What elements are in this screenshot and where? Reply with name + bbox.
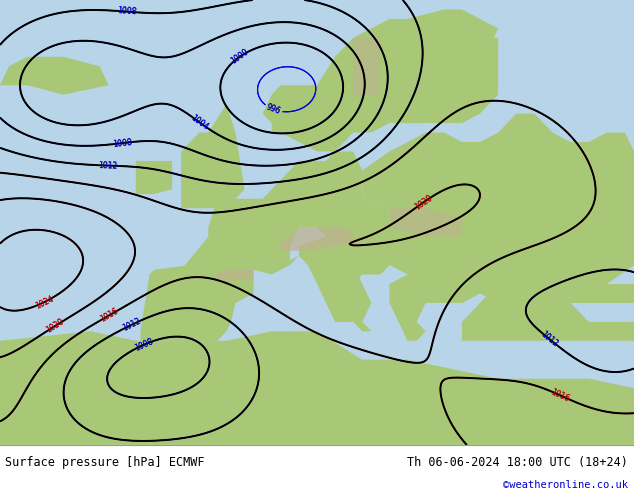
- Text: 1012: 1012: [539, 329, 559, 348]
- Polygon shape: [571, 284, 634, 303]
- Polygon shape: [281, 227, 353, 251]
- Text: 1012: 1012: [539, 329, 559, 348]
- Text: 1004: 1004: [189, 113, 210, 131]
- Text: 1008: 1008: [134, 337, 155, 353]
- Text: 1000: 1000: [229, 48, 250, 66]
- Text: 1004: 1004: [189, 113, 210, 131]
- Text: 1008: 1008: [113, 138, 133, 148]
- Polygon shape: [262, 9, 498, 151]
- Text: 1020: 1020: [413, 193, 434, 212]
- Polygon shape: [181, 104, 245, 208]
- Polygon shape: [408, 38, 498, 123]
- Text: 1012: 1012: [121, 317, 142, 333]
- Text: 1020: 1020: [44, 317, 66, 335]
- Polygon shape: [0, 0, 634, 445]
- Text: 1016: 1016: [98, 307, 120, 324]
- Text: 1008: 1008: [117, 6, 137, 17]
- Text: 1024: 1024: [34, 294, 55, 310]
- Text: 1000: 1000: [229, 48, 250, 66]
- Polygon shape: [136, 161, 172, 194]
- Text: 1024: 1024: [34, 294, 55, 310]
- Text: 1016: 1016: [549, 387, 571, 403]
- Text: 1020: 1020: [44, 317, 66, 335]
- Text: 1008: 1008: [117, 6, 137, 17]
- Text: 996: 996: [265, 103, 282, 116]
- Text: 1012: 1012: [98, 161, 118, 171]
- Polygon shape: [462, 284, 634, 341]
- Text: 1016: 1016: [549, 387, 571, 403]
- Polygon shape: [290, 237, 372, 331]
- Polygon shape: [389, 246, 480, 341]
- Polygon shape: [181, 151, 408, 284]
- Polygon shape: [362, 114, 634, 303]
- Text: Th 06-06-2024 18:00 UTC (18+24): Th 06-06-2024 18:00 UTC (18+24): [407, 456, 628, 468]
- Polygon shape: [0, 57, 108, 95]
- Text: ©weatheronline.co.uk: ©weatheronline.co.uk: [503, 480, 628, 490]
- Text: 1008: 1008: [113, 138, 133, 148]
- Text: 1020: 1020: [413, 193, 434, 212]
- Polygon shape: [353, 38, 380, 95]
- Polygon shape: [140, 265, 254, 341]
- Polygon shape: [389, 208, 462, 237]
- Text: Surface pressure [hPa] ECMWF: Surface pressure [hPa] ECMWF: [5, 456, 205, 468]
- Text: 1008: 1008: [134, 337, 155, 353]
- Polygon shape: [0, 331, 634, 445]
- Text: 1012: 1012: [98, 161, 118, 171]
- Text: 1016: 1016: [98, 307, 120, 324]
- Polygon shape: [209, 270, 254, 279]
- Text: 1012: 1012: [121, 317, 142, 333]
- Text: 996: 996: [265, 103, 282, 116]
